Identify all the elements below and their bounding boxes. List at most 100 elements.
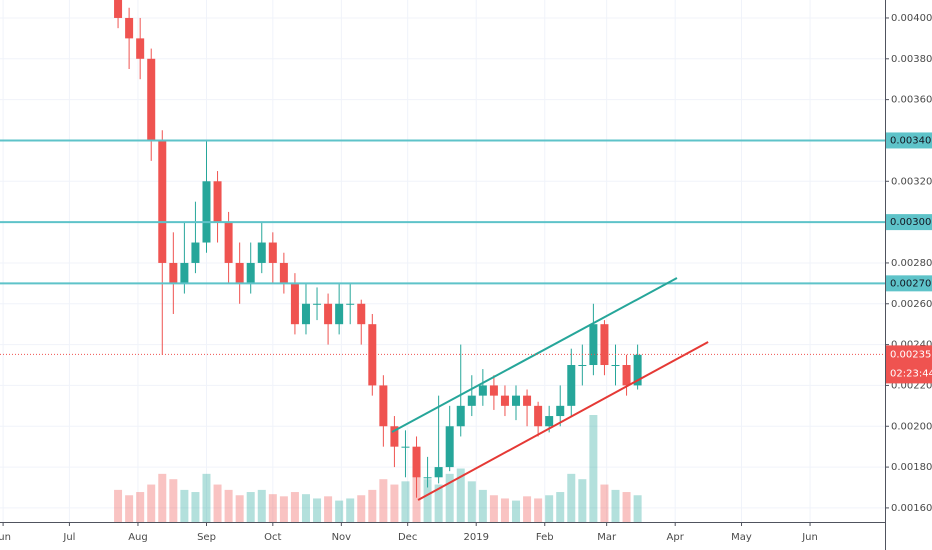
volume-bar xyxy=(213,484,222,522)
candle-body xyxy=(114,0,123,18)
candle-body xyxy=(611,365,620,367)
candle-body xyxy=(390,426,399,447)
volume-bar xyxy=(633,495,642,522)
volume-bar xyxy=(147,484,156,522)
candle-body xyxy=(578,365,587,367)
volume-bar xyxy=(235,495,244,522)
candle-body xyxy=(191,242,200,263)
x-tick-label: 2019 xyxy=(463,532,488,543)
x-tick-label: Feb xyxy=(536,532,554,543)
candle-body xyxy=(180,262,189,284)
candle-body xyxy=(257,242,266,263)
candle-body xyxy=(324,303,333,325)
candle-body xyxy=(534,405,543,427)
volume-bar xyxy=(478,489,487,522)
volume-bar xyxy=(324,496,333,522)
candle-body xyxy=(500,395,509,406)
candle-body xyxy=(213,181,222,223)
volume-bar xyxy=(202,473,211,522)
candle-body xyxy=(158,140,167,263)
candle-body xyxy=(434,467,443,478)
candle-body xyxy=(545,416,554,427)
x-tick-label: Aug xyxy=(128,532,148,543)
trendline xyxy=(391,277,678,433)
volume-bar xyxy=(125,495,134,522)
candle-body xyxy=(224,222,233,263)
volume-bar xyxy=(534,498,543,522)
volume-bar xyxy=(445,473,454,522)
volume-bar xyxy=(346,498,355,522)
candle-body xyxy=(401,446,410,448)
candle-body xyxy=(600,324,609,366)
volume-bar xyxy=(246,492,255,522)
volume-bar xyxy=(523,496,532,522)
candle-body xyxy=(235,262,244,284)
volume-bar xyxy=(489,495,498,522)
volume-bar xyxy=(357,495,366,522)
candle-body xyxy=(556,405,565,417)
candle-body xyxy=(489,385,498,396)
x-tick-label: Jun xyxy=(0,532,11,543)
y-tick-label: 0.004000 xyxy=(891,13,932,24)
x-tick-label: May xyxy=(731,532,752,543)
volume-bar xyxy=(268,494,277,522)
candle-body xyxy=(445,426,454,468)
candle-body xyxy=(379,385,388,427)
candle-body xyxy=(567,365,576,406)
volume-bar xyxy=(136,492,145,522)
volume-bar xyxy=(301,494,310,522)
volume-bar xyxy=(589,415,598,522)
candle-body xyxy=(169,262,178,284)
volume-bar xyxy=(500,498,509,522)
level-label-box xyxy=(886,214,932,231)
x-tick-label: Apr xyxy=(667,532,685,543)
volume-bar xyxy=(545,495,554,522)
volume-bar xyxy=(390,484,399,522)
candle-body xyxy=(423,477,432,479)
volume-bar xyxy=(191,492,200,522)
candle-body xyxy=(279,262,288,284)
x-tick-label: Dec xyxy=(398,532,417,543)
candle-body xyxy=(125,17,134,39)
volume-bar xyxy=(434,484,443,522)
trendline xyxy=(417,341,709,501)
volume-bar xyxy=(611,489,620,522)
volume-bar xyxy=(401,481,410,522)
volume-bar xyxy=(279,496,288,522)
x-tick-label: Mar xyxy=(597,532,617,543)
candle-body xyxy=(246,262,255,284)
volume-bar xyxy=(512,500,521,522)
volume-bar xyxy=(600,484,609,522)
candle-body xyxy=(622,365,631,386)
candle-body xyxy=(589,324,598,366)
x-tick-label: Jun xyxy=(801,532,818,543)
candle-body xyxy=(346,303,355,305)
volume-bar xyxy=(290,492,299,522)
level-label-box xyxy=(886,132,932,149)
candle-body xyxy=(136,38,145,59)
candle-body xyxy=(290,283,299,325)
candle-body xyxy=(301,303,310,325)
candle-body xyxy=(147,58,156,141)
volume-bar xyxy=(180,489,189,522)
volume-bar xyxy=(335,500,344,522)
volume-bar xyxy=(368,489,377,522)
plot xyxy=(114,0,642,522)
volume-bar xyxy=(158,473,167,522)
volume-bar xyxy=(556,492,565,522)
volume-bar xyxy=(423,479,432,522)
countdown-label: 02:23:44 xyxy=(890,368,932,379)
volume-bar xyxy=(169,479,178,522)
